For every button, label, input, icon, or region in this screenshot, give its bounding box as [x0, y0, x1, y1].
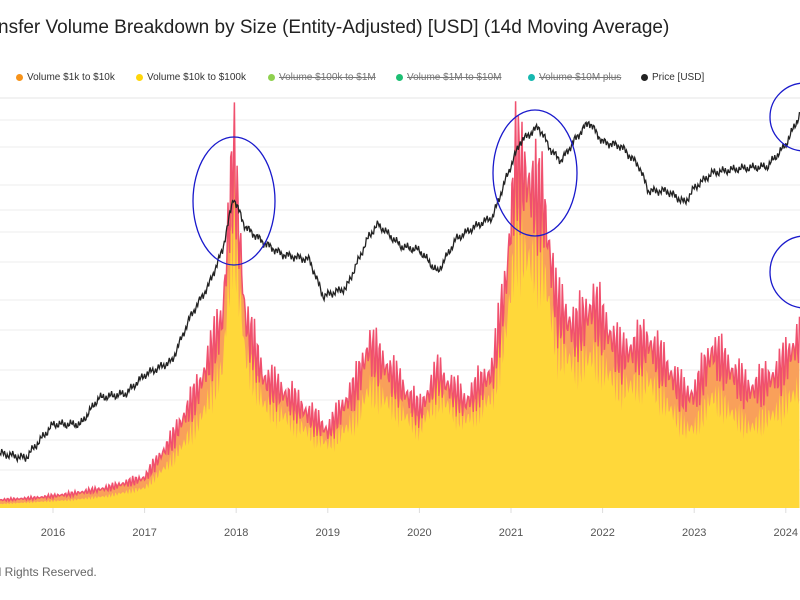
line-price-usd — [0, 111, 800, 464]
legend-label: Volume $100k to $1M — [279, 72, 376, 83]
legend-dot-icon — [528, 74, 535, 81]
legend-label: Price [USD] — [652, 72, 705, 83]
annotation-ellipse — [192, 136, 276, 266]
x-tick-label: 2022 — [590, 527, 614, 539]
annotation-ellipse — [769, 235, 800, 309]
area-volume-10k-100k — [0, 185, 800, 508]
legend-label: Volume $1M to $10M — [407, 72, 502, 83]
legend-item[interactable]: Price [USD] — [641, 72, 704, 83]
legend-item[interactable]: Volume $10M plus — [528, 72, 621, 83]
legend-item[interactable]: Volume $1M to $10M — [396, 72, 502, 83]
legend-label: Volume $1k to $10k — [27, 72, 115, 83]
area-volume-1k-10k-edge — [0, 101, 800, 503]
legend-dot-icon — [268, 74, 275, 81]
x-tick-label: 2018 — [224, 527, 248, 539]
x-tick-label: 2019 — [316, 527, 340, 539]
legend-label: Volume $10k to $100k — [147, 72, 246, 83]
x-tick-label: 2017 — [132, 527, 156, 539]
x-tick-label: 2020 — [407, 527, 431, 539]
x-tick-label: 2024 — [774, 527, 798, 539]
annotation-ellipse — [769, 82, 800, 152]
footer-copyright: ll Rights Reserved. — [0, 565, 97, 579]
legend-label: Volume $10M plus — [539, 72, 622, 83]
legend-dot-icon — [16, 74, 23, 81]
legend-item[interactable]: Volume $10k to $100k — [136, 72, 246, 83]
legend-dot-icon — [396, 74, 403, 81]
x-tick-label: 2021 — [499, 527, 523, 539]
legend: Volume $1k to $10k Volume $10k to $100k Vo… — [0, 72, 800, 88]
legend-dot-icon — [136, 74, 143, 81]
legend-dot-icon — [641, 74, 648, 81]
chart-title: nsfer Volume Breakdown by Size (Entity-A… — [0, 17, 670, 38]
x-tick-label: 2016 — [41, 527, 65, 539]
legend-item[interactable]: Volume $1k to $10k — [16, 72, 115, 83]
x-tick-label: 2023 — [682, 527, 706, 539]
legend-item[interactable]: Volume $100k to $1M — [268, 72, 376, 83]
annotation-ellipse — [492, 109, 578, 237]
